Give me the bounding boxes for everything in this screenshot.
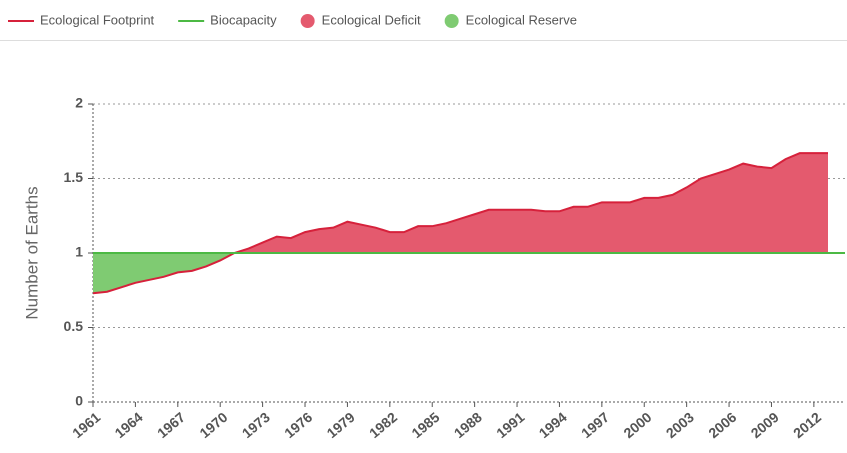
x-tick-label: 2006 [705, 409, 739, 441]
x-tick-label: 1964 [112, 409, 146, 441]
series-line [92, 152, 828, 295]
x-tick-label: 2000 [620, 409, 654, 441]
x-tick-label: 1976 [281, 409, 315, 441]
legend-label: Ecological Footprint [40, 12, 155, 27]
x-tick-label: 1973 [239, 409, 273, 441]
y-tick-label: 1 [75, 244, 83, 260]
x-tick-label: 1967 [154, 409, 188, 441]
x-tick-label: 1985 [408, 409, 442, 441]
legend-label: Ecological Deficit [322, 12, 421, 27]
y-tick-label: 0 [75, 393, 83, 409]
y-axis-label: Number of Earths [22, 186, 41, 319]
x-tick-label: 2009 [748, 409, 782, 441]
y-tick-label: 0.5 [64, 318, 84, 334]
x-tick-label: 2003 [663, 409, 697, 441]
x-tick-label: 1997 [578, 409, 612, 441]
legend-dot [300, 14, 315, 28]
x-tick-label: 1982 [366, 409, 400, 441]
x-tick-label: 2012 [790, 409, 824, 441]
legend-label: Ecological Reserve [466, 12, 577, 27]
x-tick-label: 1979 [324, 409, 358, 441]
x-tick-label: 1970 [196, 409, 230, 441]
reserve-area [93, 253, 828, 294]
y-tick-label: 2 [75, 95, 83, 111]
legend-dot [444, 14, 459, 28]
x-tick-label: 1988 [451, 409, 485, 441]
x-tick-label: 1961 [69, 409, 103, 441]
x-tick-label: 1994 [536, 409, 570, 441]
legend-label: Biocapacity [210, 12, 277, 27]
x-tick-label: 1991 [493, 409, 527, 441]
y-tick-label: 1.5 [64, 169, 84, 185]
deficit-area [93, 153, 828, 253]
